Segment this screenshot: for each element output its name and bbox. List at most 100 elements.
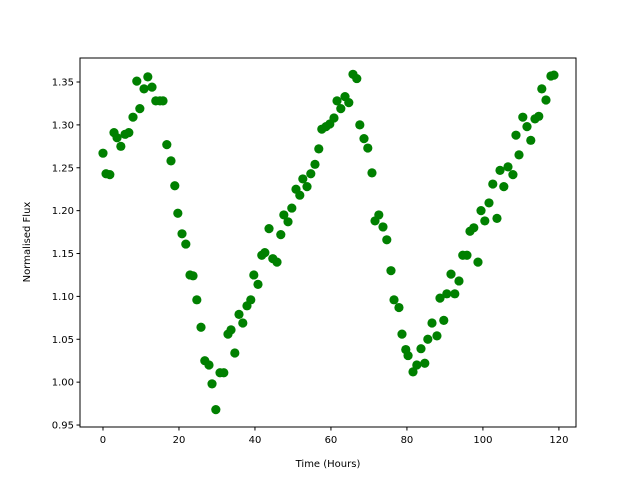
data-points bbox=[98, 69, 559, 415]
data-point bbox=[416, 344, 426, 354]
y-axis-ticks: 0.95 1.00 1.05 1.10 1.15 1.20 1.25 1.30 1.35 bbox=[52, 78, 80, 432]
data-point bbox=[473, 257, 483, 267]
data-point bbox=[135, 103, 145, 114]
y-tick-label: 1.15 bbox=[52, 249, 74, 260]
y-axis-label: Normalised Flux bbox=[22, 202, 33, 283]
data-point bbox=[295, 190, 305, 200]
axes-frame bbox=[79, 57, 577, 428]
x-tick-label: 100 bbox=[473, 435, 492, 446]
data-point bbox=[427, 318, 437, 328]
y-tick-label: 1.30 bbox=[52, 120, 74, 131]
data-point bbox=[253, 279, 263, 289]
data-point bbox=[394, 302, 404, 313]
data-point bbox=[462, 250, 472, 260]
data-point bbox=[211, 404, 221, 415]
x-axis-ticks: 0 20 40 60 80 100 120 bbox=[100, 427, 568, 446]
data-point bbox=[219, 368, 229, 378]
data-point bbox=[249, 270, 259, 280]
data-point bbox=[234, 309, 244, 320]
data-point bbox=[397, 329, 407, 339]
y-tick-label: 1.20 bbox=[52, 206, 74, 217]
data-point bbox=[446, 269, 456, 279]
data-point bbox=[147, 82, 157, 92]
data-point bbox=[480, 216, 490, 226]
x-tick-label: 40 bbox=[249, 435, 262, 446]
data-point bbox=[495, 165, 505, 175]
data-point bbox=[207, 379, 217, 389]
data-point bbox=[423, 334, 433, 344]
data-point bbox=[503, 162, 513, 172]
y-tick-label: 1.10 bbox=[52, 292, 74, 303]
data-point bbox=[246, 295, 256, 305]
data-point bbox=[518, 112, 528, 122]
data-point bbox=[170, 181, 180, 191]
data-point bbox=[382, 235, 392, 245]
data-point bbox=[196, 322, 206, 332]
y-tick-label: 1.25 bbox=[52, 163, 74, 174]
data-point bbox=[105, 170, 115, 180]
data-point bbox=[420, 358, 430, 368]
data-point bbox=[264, 224, 274, 234]
data-point bbox=[412, 360, 422, 370]
x-tick-label: 80 bbox=[401, 435, 414, 446]
data-point bbox=[143, 72, 153, 82]
data-point bbox=[124, 128, 134, 138]
data-point bbox=[302, 182, 312, 192]
data-point bbox=[158, 96, 168, 106]
data-point bbox=[98, 148, 108, 158]
data-point bbox=[310, 159, 320, 169]
data-point bbox=[499, 182, 509, 192]
data-point bbox=[439, 315, 449, 326]
data-point bbox=[352, 73, 362, 84]
x-axis-label: Time (Hours) bbox=[295, 459, 361, 470]
data-point bbox=[204, 360, 214, 370]
data-point bbox=[367, 168, 377, 178]
data-point bbox=[522, 122, 532, 132]
data-point bbox=[314, 144, 324, 154]
data-point bbox=[188, 271, 198, 281]
data-point bbox=[374, 210, 384, 220]
data-point bbox=[132, 76, 142, 86]
data-point bbox=[408, 367, 418, 377]
data-point bbox=[260, 248, 270, 258]
data-point bbox=[526, 135, 536, 145]
data-point bbox=[450, 289, 460, 299]
data-point bbox=[192, 295, 202, 305]
data-point bbox=[363, 143, 373, 153]
data-point bbox=[378, 222, 388, 232]
data-point bbox=[166, 156, 176, 166]
x-tick-label: 20 bbox=[173, 435, 186, 446]
data-point bbox=[139, 84, 149, 94]
data-point bbox=[435, 293, 445, 303]
data-point bbox=[355, 120, 365, 130]
data-point bbox=[226, 325, 236, 335]
data-point bbox=[492, 213, 502, 223]
data-point bbox=[173, 208, 183, 218]
data-point bbox=[162, 140, 172, 150]
data-point bbox=[279, 210, 289, 220]
data-point bbox=[476, 206, 486, 216]
data-point bbox=[359, 134, 369, 144]
data-point bbox=[484, 198, 494, 208]
data-point bbox=[534, 111, 544, 121]
data-point bbox=[336, 103, 346, 114]
data-point bbox=[329, 113, 339, 123]
y-tick-label: 1.05 bbox=[52, 335, 74, 346]
data-point bbox=[112, 133, 122, 143]
data-point bbox=[306, 169, 316, 179]
data-point bbox=[272, 257, 282, 267]
data-point bbox=[514, 150, 524, 160]
data-point bbox=[541, 95, 551, 105]
data-point bbox=[181, 239, 191, 249]
data-point bbox=[403, 350, 413, 361]
data-point bbox=[283, 217, 293, 227]
y-tick-label: 0.95 bbox=[52, 421, 74, 432]
x-tick-label: 0 bbox=[100, 435, 106, 446]
data-point bbox=[454, 276, 464, 286]
data-point bbox=[128, 112, 138, 122]
data-point bbox=[116, 141, 126, 151]
data-point bbox=[549, 70, 559, 80]
data-point bbox=[276, 230, 286, 240]
